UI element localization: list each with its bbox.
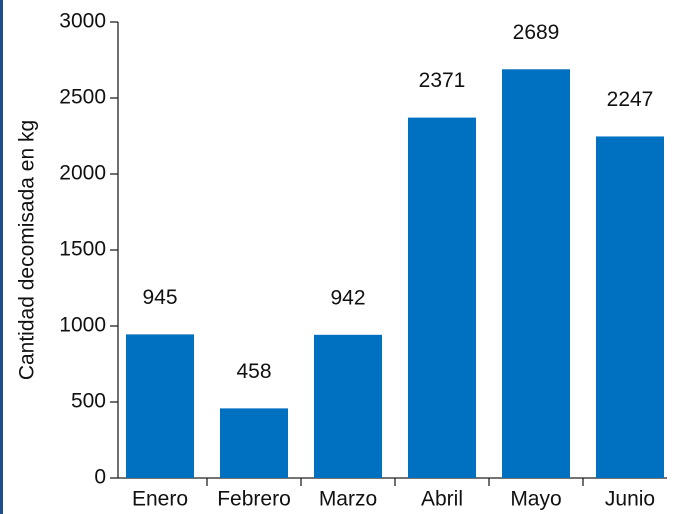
x-tick-label: Febrero — [217, 488, 291, 511]
x-tick-label: Mayo — [510, 488, 561, 511]
value-label: 2689 — [513, 21, 560, 44]
value-label: 945 — [142, 286, 177, 309]
y-tick-label: 1000 — [59, 314, 106, 337]
y-axis-label: Cantidad decomisada en kg — [16, 120, 39, 380]
value-label: 2371 — [419, 69, 466, 92]
bar — [502, 69, 570, 478]
frame-edge — [0, 0, 3, 514]
bar — [596, 136, 664, 478]
bar — [314, 334, 382, 478]
x-tick-label: Enero — [132, 488, 188, 511]
y-tick-label: 0 — [94, 466, 106, 489]
y-tick-label: 3000 — [59, 10, 106, 33]
y-tick-label: 500 — [71, 390, 106, 413]
bar — [126, 334, 194, 478]
value-label: 942 — [330, 286, 365, 309]
x-tick-label: Abril — [421, 488, 463, 511]
value-label: 2247 — [607, 88, 654, 111]
y-tick-label: 1500 — [59, 238, 106, 261]
y-tick-label: 2000 — [59, 162, 106, 185]
bar — [220, 408, 288, 478]
x-tick-label: Marzo — [319, 488, 377, 511]
value-label: 458 — [236, 360, 271, 383]
x-tick-label: Junio — [605, 488, 655, 511]
bar — [408, 117, 476, 478]
y-tick-label: 2500 — [59, 86, 106, 109]
